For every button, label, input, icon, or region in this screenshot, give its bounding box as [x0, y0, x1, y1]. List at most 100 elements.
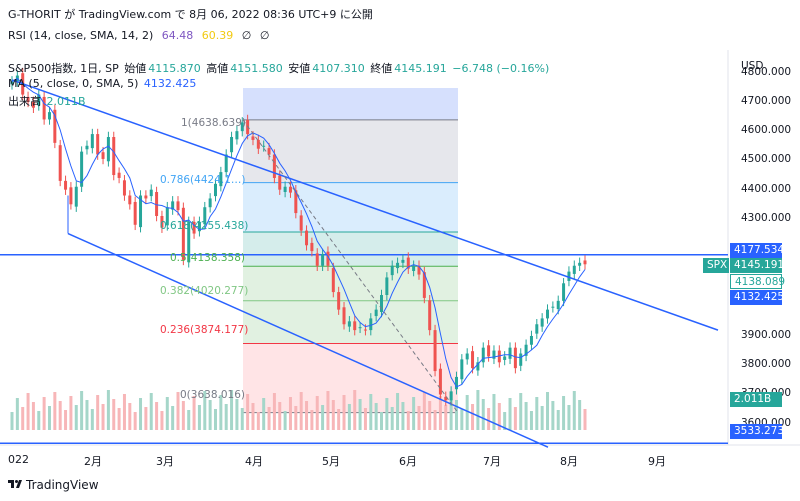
volume-bar [519, 393, 523, 430]
candle-body [546, 309, 550, 319]
volume-bar [503, 412, 507, 430]
candle-body [208, 198, 212, 208]
volume-bar [337, 409, 341, 430]
channel-upper-line [11, 79, 719, 331]
candle-body [26, 96, 30, 102]
candle-body [551, 306, 555, 308]
change-value: −6.748 (−0.16%) [452, 62, 550, 75]
candle-body [412, 265, 416, 272]
candle-body [578, 262, 582, 266]
open-label: 始値 [124, 62, 147, 75]
volume-bar [562, 396, 566, 430]
volume-bar [422, 392, 426, 430]
volume-bar [181, 401, 185, 430]
volume-bar [497, 403, 501, 430]
volume-bar [64, 410, 68, 430]
candle-body [503, 356, 507, 360]
volume-bar [433, 410, 437, 430]
volume-bar [74, 405, 78, 430]
candle-body [321, 254, 325, 266]
time-axis-tick: 7月 [483, 455, 501, 468]
fib-zone [243, 182, 458, 232]
low-value: 4107.310 [312, 62, 365, 75]
volume-legend[interactable]: 出来高 2.011B [8, 93, 88, 109]
price-tag: 4145.191 [730, 258, 784, 273]
volume-bar [112, 399, 116, 430]
candle-body [428, 300, 432, 331]
candle-body [540, 318, 544, 327]
volume-bar [208, 400, 212, 430]
volume-bar [396, 393, 400, 430]
candle-body [508, 347, 512, 359]
volume-bar [363, 408, 367, 430]
volume-bar [294, 406, 298, 430]
volume-bar [128, 403, 132, 430]
volume-bar [165, 397, 169, 430]
candle-body [262, 145, 266, 147]
candle-body [513, 347, 517, 369]
candle-body [139, 195, 143, 228]
candle-body [422, 272, 426, 298]
candle-body [433, 330, 437, 372]
fib-level-label: 0.5(4138.358) [170, 252, 245, 264]
candle-body [471, 351, 475, 369]
time-axis-tick: 2月 [84, 455, 102, 468]
volume-bar [246, 394, 250, 430]
channel-lower-line [67, 232, 549, 448]
candle-body [31, 101, 35, 108]
rsi-value-2: 60.39 [201, 29, 234, 42]
candle-body [417, 265, 421, 275]
volume-bar [535, 397, 539, 430]
symbol-legend[interactable]: S&P500指数, 1日, SP 始値 4115.870 高値 4151.580 安… [8, 60, 551, 76]
volume-bar [288, 397, 292, 430]
volume-bar [583, 409, 587, 430]
volume-bar [353, 390, 357, 430]
candle-body [406, 257, 410, 269]
candle-body [128, 195, 132, 205]
candle-body [283, 186, 287, 193]
volume-bar [256, 412, 260, 430]
candle-body [42, 96, 46, 120]
volume-bar [449, 391, 453, 430]
candle-body [133, 201, 137, 225]
volume-bar [471, 404, 475, 430]
volume-bar [476, 390, 480, 430]
price-axis-tick: 4400.000 [741, 182, 792, 195]
candle-body [369, 318, 373, 331]
candle-body [401, 259, 405, 263]
candle-body [117, 172, 121, 178]
volume-bar [546, 392, 550, 430]
volume-bar [203, 391, 207, 430]
footer-brand-label: TradingView [26, 478, 99, 492]
volume-bar [385, 398, 389, 430]
volume-bar [171, 406, 175, 430]
candle-body [583, 260, 587, 265]
candle-body [497, 350, 501, 363]
candle-body [487, 345, 491, 357]
fib-zone [243, 119, 458, 183]
candle-body [449, 391, 453, 401]
candle-body [363, 329, 367, 331]
volume-bar [299, 392, 303, 430]
volume-bar [197, 405, 201, 430]
volume-bar [460, 409, 464, 430]
time-axis-tick: 5月 [322, 455, 340, 468]
fib-level-label: 0.786(4424.1…) [160, 174, 246, 186]
candle-body [240, 122, 244, 132]
volume-bar [155, 402, 159, 430]
rsi-value-1: 64.48 [161, 29, 194, 42]
volume-bar [465, 395, 469, 430]
volume-bar [454, 400, 458, 430]
volume-bar [192, 396, 196, 430]
rsi-legend[interactable]: RSI (14, close, SMA, 14, 2) 64.48 60.39 … [8, 29, 274, 42]
volume-bar [428, 401, 432, 430]
candle-body [37, 94, 41, 106]
ma-legend[interactable]: MA (5, close, 0, SMA, 5) 4132.425 [8, 77, 198, 90]
footer-brand[interactable]: TradingView [8, 478, 99, 492]
volume-bar [272, 393, 276, 430]
candle-body [315, 253, 319, 266]
candle-body [144, 195, 148, 199]
volume-bar [556, 410, 560, 430]
candle-body [267, 148, 271, 155]
